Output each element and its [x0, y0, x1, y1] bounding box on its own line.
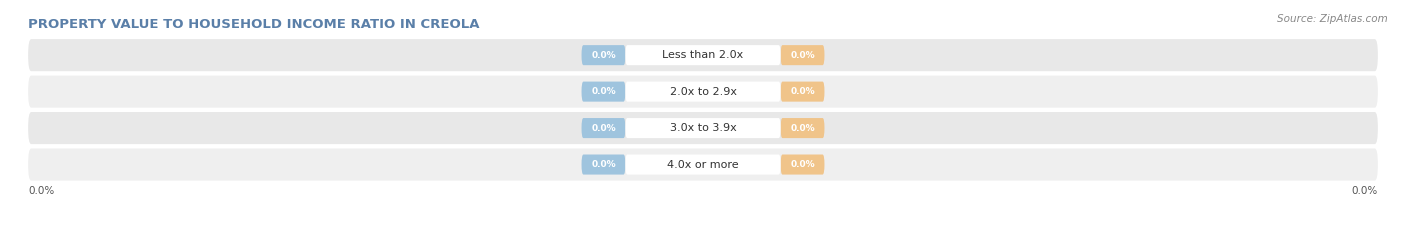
Text: Source: ZipAtlas.com: Source: ZipAtlas.com: [1277, 14, 1388, 24]
FancyBboxPatch shape: [582, 118, 626, 138]
FancyBboxPatch shape: [780, 45, 824, 65]
Text: 4.0x or more: 4.0x or more: [668, 160, 738, 170]
FancyBboxPatch shape: [626, 45, 780, 65]
FancyBboxPatch shape: [626, 118, 780, 138]
Text: 0.0%: 0.0%: [591, 124, 616, 133]
Text: Less than 2.0x: Less than 2.0x: [662, 50, 744, 60]
FancyBboxPatch shape: [780, 118, 824, 138]
Text: 0.0%: 0.0%: [591, 160, 616, 169]
FancyBboxPatch shape: [28, 112, 1378, 144]
FancyBboxPatch shape: [582, 82, 626, 102]
Text: PROPERTY VALUE TO HOUSEHOLD INCOME RATIO IN CREOLA: PROPERTY VALUE TO HOUSEHOLD INCOME RATIO…: [28, 18, 479, 31]
FancyBboxPatch shape: [780, 82, 824, 102]
Text: 2.0x to 2.9x: 2.0x to 2.9x: [669, 87, 737, 97]
FancyBboxPatch shape: [582, 154, 626, 175]
Text: 0.0%: 0.0%: [790, 51, 815, 60]
Text: 0.0%: 0.0%: [1351, 186, 1378, 196]
Text: 3.0x to 3.9x: 3.0x to 3.9x: [669, 123, 737, 133]
FancyBboxPatch shape: [626, 82, 780, 102]
Text: 0.0%: 0.0%: [790, 160, 815, 169]
FancyBboxPatch shape: [582, 45, 626, 65]
FancyBboxPatch shape: [780, 154, 824, 175]
FancyBboxPatch shape: [626, 154, 780, 175]
Text: 0.0%: 0.0%: [790, 124, 815, 133]
FancyBboxPatch shape: [28, 76, 1378, 108]
Text: 0.0%: 0.0%: [790, 87, 815, 96]
Text: 0.0%: 0.0%: [28, 186, 55, 196]
Text: 0.0%: 0.0%: [591, 51, 616, 60]
FancyBboxPatch shape: [28, 149, 1378, 181]
FancyBboxPatch shape: [28, 39, 1378, 71]
Text: 0.0%: 0.0%: [591, 87, 616, 96]
